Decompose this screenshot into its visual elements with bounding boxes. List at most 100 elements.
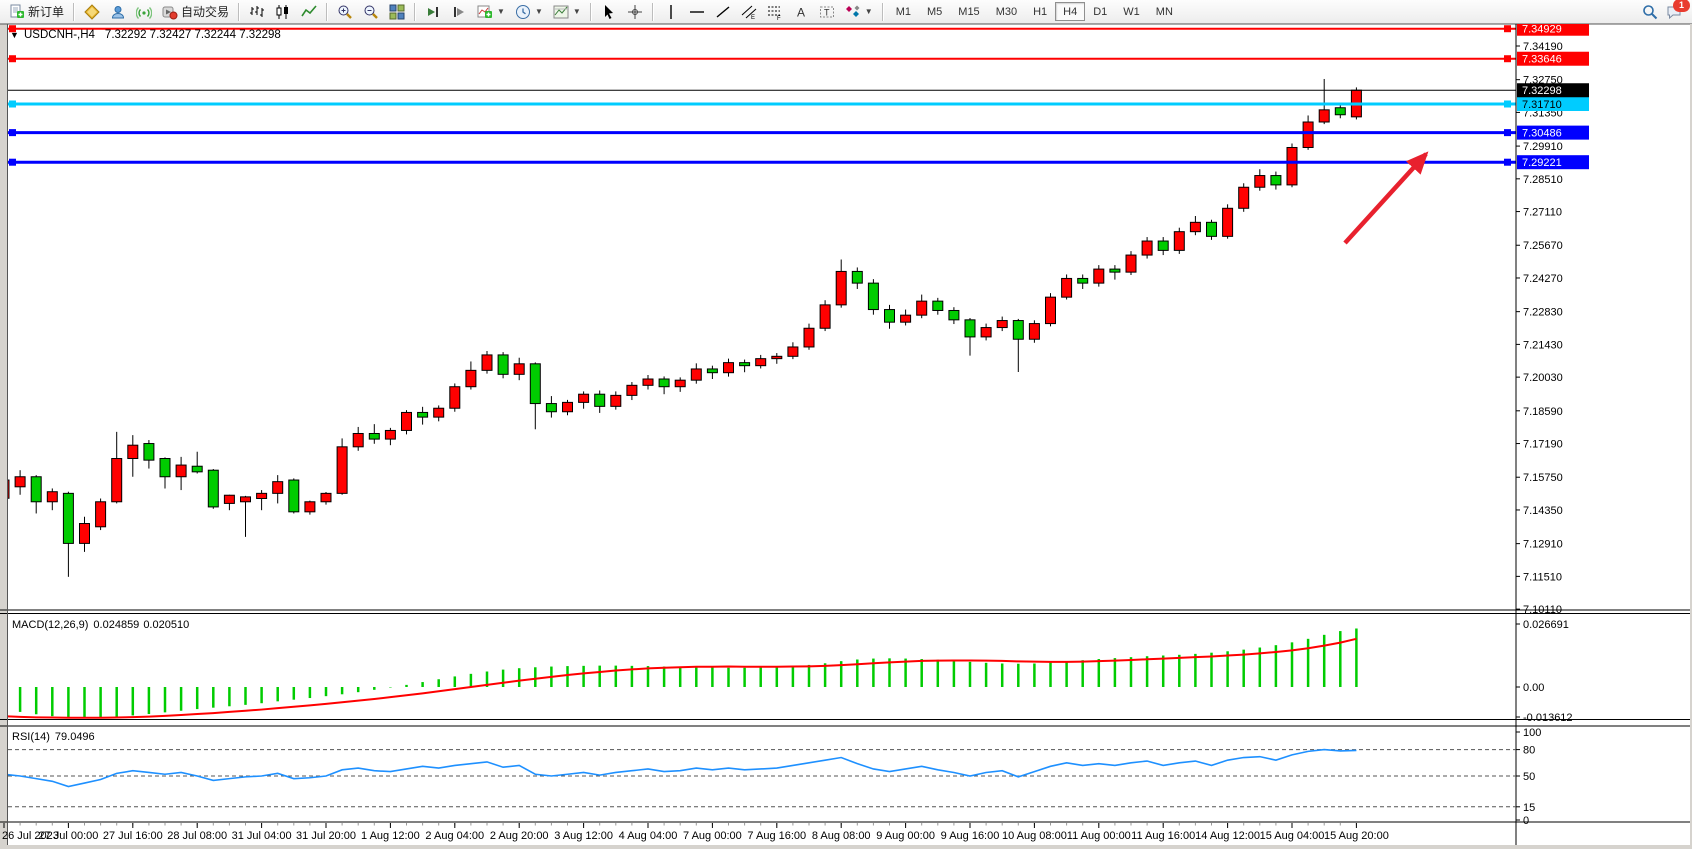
candle <box>1012 318 1024 372</box>
zoom-out-button[interactable] <box>358 2 384 22</box>
line-handle[interactable] <box>9 100 16 108</box>
horizontal-line[interactable] <box>8 55 1516 63</box>
svg-text:A: A <box>797 5 805 19</box>
templates-button[interactable]: ▼ <box>548 2 586 22</box>
line-handle[interactable] <box>1504 129 1511 137</box>
signals-button[interactable] <box>131 2 157 22</box>
toolbar-separator <box>73 2 76 21</box>
candle <box>143 440 155 469</box>
signals-icon <box>136 4 153 20</box>
auto-scroll-button[interactable] <box>420 2 446 22</box>
toolbar-group: 自动交易 <box>79 0 234 23</box>
macd-signal-line <box>8 637 1357 719</box>
candle <box>481 350 493 374</box>
periods-button[interactable]: ▼ <box>510 2 548 22</box>
annotation-arrow[interactable] <box>1343 151 1429 245</box>
time-tick-label: 27 Jul 00:00 <box>38 830 98 842</box>
time-tick-label: 3 Aug 12:00 <box>554 830 613 842</box>
zoom-in-button[interactable] <box>332 2 358 22</box>
timeframe-button-h4[interactable]: H4 <box>1055 2 1086 21</box>
timeframe-button-d1[interactable]: D1 <box>1093 5 1108 18</box>
text-button[interactable]: A <box>788 2 814 22</box>
time-tick-label: 27 Jul 16:00 <box>103 830 163 842</box>
toolbar-separator <box>881 2 884 21</box>
line-handle[interactable] <box>1504 25 1511 33</box>
indicators-button[interactable]: ▼ <box>472 2 510 22</box>
svg-text:7.34929: 7.34929 <box>1522 24 1562 36</box>
price-tick-label: 7.11510 <box>1523 571 1562 583</box>
arrows-button[interactable]: ▼ <box>840 2 878 22</box>
line-handle[interactable] <box>9 158 16 166</box>
candle <box>465 361 477 390</box>
line-handle[interactable] <box>9 55 16 63</box>
time-tick-label: 7 Aug 00:00 <box>683 830 742 842</box>
crosshair-button[interactable] <box>622 2 648 22</box>
toolbar-group: 新订单 <box>4 0 69 23</box>
timeframe-button-m1[interactable]: M1 <box>895 5 911 18</box>
timeframe-button-m5[interactable]: M5 <box>927 5 943 18</box>
vline-icon <box>663 4 679 20</box>
cursor-icon <box>601 4 617 20</box>
timeframe-button-m30[interactable]: M30 <box>995 5 1018 18</box>
equidistant-channel-button[interactable]: E <box>736 2 762 22</box>
fibonacci-button[interactable]: F <box>762 2 788 22</box>
search-icon[interactable] <box>1642 4 1658 20</box>
price-axis[interactable]: 7.341907.327507.313507.299107.285107.271… <box>1516 21 1589 616</box>
candle <box>175 456 187 491</box>
price-badge: 7.32298 <box>1517 83 1589 98</box>
horizontal-line[interactable] <box>8 25 1516 33</box>
candle <box>690 363 702 384</box>
price-badge: 7.33646 <box>1517 51 1589 66</box>
toolbar-separator <box>651 2 654 21</box>
candle <box>771 353 783 364</box>
text-label-button[interactable]: T <box>814 2 840 22</box>
line-handle[interactable] <box>1504 55 1511 63</box>
symbol-dropdown-icon[interactable]: ▼ <box>10 30 19 40</box>
label-icon: T <box>819 4 835 20</box>
window-right-frame <box>1690 24 1692 845</box>
tile-windows-button[interactable] <box>384 2 410 22</box>
timeframe-button-mn[interactable]: MN <box>1155 5 1173 18</box>
candle <box>191 451 203 474</box>
mql5-community-button[interactable] <box>105 2 131 22</box>
time-tick-label: 2 Aug 20:00 <box>490 830 549 842</box>
timeframe-button-m15[interactable]: M15 <box>958 5 980 18</box>
svg-text:7.31710: 7.31710 <box>1522 99 1562 111</box>
timeframe-button-h1[interactable]: H1 <box>1033 5 1048 18</box>
price-tick-label: 7.21430 <box>1523 339 1563 351</box>
timeframe-button-w1[interactable]: W1 <box>1123 5 1140 18</box>
candle <box>948 307 960 325</box>
window-left-frame <box>0 24 7 845</box>
autotrade-button[interactable]: 自动交易 <box>157 2 234 22</box>
horizontal-line[interactable] <box>8 100 1516 108</box>
line-handle[interactable] <box>1504 100 1511 108</box>
candle <box>1028 320 1040 343</box>
bar-chart-button[interactable] <box>244 2 270 22</box>
horizontal-line[interactable] <box>8 129 1516 137</box>
depth-of-market-button[interactable] <box>79 2 105 22</box>
line-handle[interactable] <box>9 25 16 33</box>
cursor-button[interactable] <box>596 2 622 22</box>
rsi-line <box>8 748 1357 788</box>
new-order-button[interactable]: 新订单 <box>4 2 69 22</box>
time-tick-label: 31 Jul 20:00 <box>296 830 356 842</box>
candle-chart-button[interactable] <box>270 2 296 22</box>
svg-text:F: F <box>777 16 781 20</box>
horizontal-line-button[interactable] <box>684 2 710 22</box>
trendline-button[interactable] <box>710 2 736 22</box>
candle <box>159 457 171 489</box>
candle <box>368 424 380 444</box>
vertical-line-button[interactable] <box>658 2 684 22</box>
rsi-axis-label: 100 <box>1523 727 1541 739</box>
chat-icon[interactable]: 1 <box>1666 0 1690 20</box>
horizontal-line[interactable] <box>8 158 1516 166</box>
time-tick-label: 15 Aug 04:00 <box>1260 830 1325 842</box>
line-handle[interactable] <box>9 129 16 137</box>
line-chart-button[interactable] <box>296 2 322 22</box>
chart-window: 7.34190 7.32750 7.31350 7.29910 7.28510 7.271… <box>0 21 1692 849</box>
candle <box>545 396 557 418</box>
line-handle[interactable] <box>1504 158 1511 166</box>
macd-axis-label: 0.00 <box>1523 682 1544 694</box>
chart-shift-button[interactable] <box>446 2 472 22</box>
